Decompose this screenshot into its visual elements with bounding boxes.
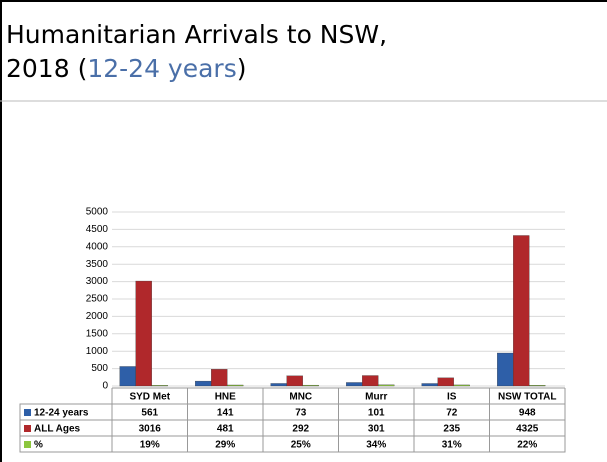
bar [362,375,379,387]
table-value: 22% [517,440,537,451]
y-tick-label: 3000 [86,276,109,287]
bar [195,380,212,387]
y-tick-label: 2000 [86,311,109,322]
table-value: 25% [291,440,311,451]
bar [151,385,168,387]
table-value: 4325 [516,424,539,435]
y-tick-label: 5000 [86,207,109,218]
title: Humanitarian Arrivals to NSW, 2018 (12-24… [6,18,387,86]
table-value: 561 [141,408,158,419]
y-tick-label: 3500 [86,259,109,270]
table-value: 19% [140,440,160,451]
bar [286,375,303,387]
table-value: 3016 [139,424,162,435]
x-tick-label: MNC [289,392,312,403]
y-tick-label: 2500 [86,294,109,305]
bar [497,352,514,387]
table-value: 141 [217,408,234,419]
bar [529,385,546,387]
x-tick-label: SYD Met [129,392,170,403]
title-text: 2018 ( [6,54,88,83]
table-value: 31% [442,440,462,451]
table-value: 34% [366,440,386,451]
table-value: 73 [295,408,307,419]
title-text: ) [236,54,247,83]
bar [302,384,319,387]
legend-label: 12-24 years [34,408,89,419]
x-tick-label: Murr [365,392,387,403]
bar [421,383,438,387]
y-tick-label: 4000 [86,241,109,252]
x-tick-label: NSW TOTAL [498,392,557,403]
table-value: 948 [519,408,536,419]
title-highlight: 12-24 years [87,54,237,83]
x-tick-label: IS [447,392,457,403]
x-tick-label: HNE [215,392,236,403]
bar [135,280,152,387]
table-value: 481 [217,424,234,435]
bar [227,384,244,387]
legend-swatch [24,441,31,448]
title-text: Humanitarian Arrivals to NSW, [6,20,388,49]
legend-swatch [24,409,31,416]
table-value: 29% [215,440,235,451]
y-tick-label: 0 [102,381,108,392]
legend-swatch [24,425,31,432]
table-value: 301 [368,424,385,435]
bar [453,384,470,387]
y-tick-label: 1000 [86,346,109,357]
bar [346,382,363,387]
table-value: 235 [443,424,460,435]
y-tick-label: 500 [91,363,108,374]
bar [513,235,530,387]
table-value: 292 [292,424,309,435]
bar [378,384,395,387]
y-tick-label: 4500 [86,224,109,235]
bar [270,383,287,387]
bar [119,366,136,387]
table-value: 101 [368,408,385,419]
bar [211,369,228,387]
bar [437,377,454,387]
table-value: 72 [446,408,458,419]
legend-label: ALL Ages [34,424,81,435]
legend-label: % [34,440,43,451]
y-tick-label: 1500 [86,328,109,339]
